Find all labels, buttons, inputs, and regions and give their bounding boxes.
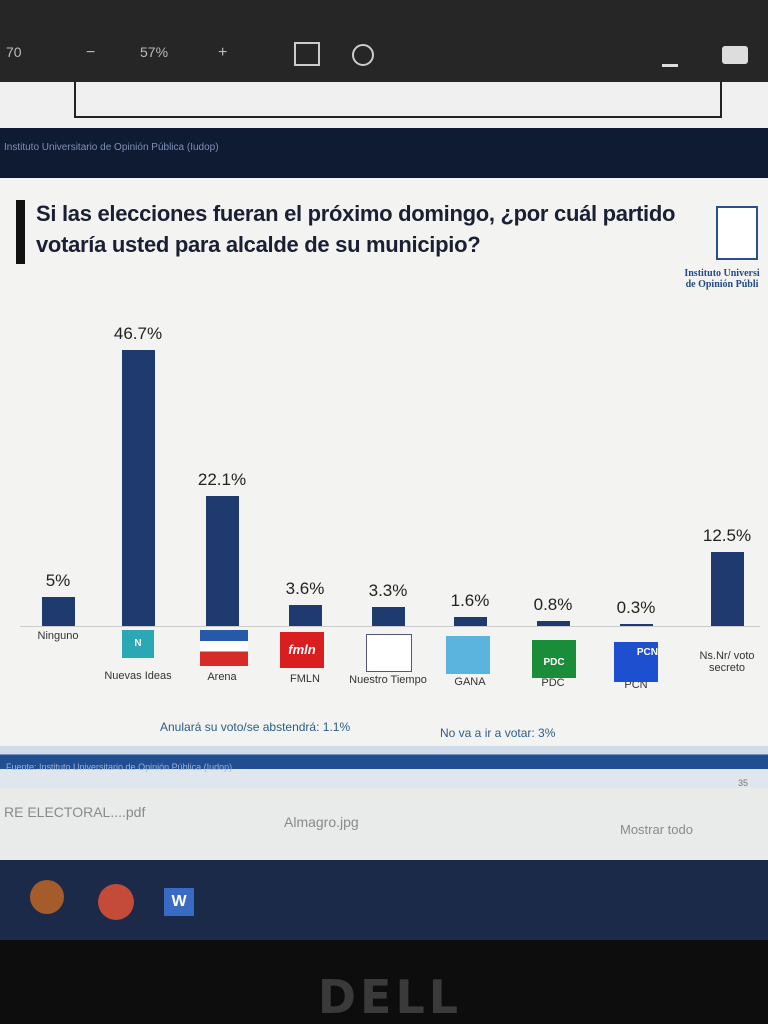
page-number: 70 [6,44,22,60]
x-tick-label: Arena [207,671,237,683]
prev-page [0,82,768,128]
download-item[interactable]: Almagro.jpg [284,814,359,830]
party-logo [366,634,412,672]
value-label: 12.5% [702,526,752,546]
value-label: 1.6% [450,590,490,610]
x-tick-label: Nuevas Ideas [104,669,172,682]
note: No va a ir a votar: 3% [440,726,556,740]
prev-box [74,82,722,118]
logo-line: Instituto Universi [684,268,760,279]
taskbar-icon[interactable] [98,884,134,920]
value-label: 0.8% [533,595,573,615]
bar [371,606,405,626]
pdf-toolbar: 70 − 57% + [0,0,768,82]
party-logo: N [122,630,154,658]
bar [453,616,487,626]
x-tick-label: GANA [454,675,486,688]
header-band: Instituto Universitario de Opinión Públi… [0,128,768,178]
footer-band: Fuente: Instituto Universitario de Opini… [0,746,768,788]
bar [619,624,653,626]
chart-title: Si las elecciones fueran el próximo domi… [36,201,676,257]
bar [121,350,155,626]
zoom-in[interactable]: + [218,44,228,61]
party-logo [200,630,248,666]
fit-button[interactable] [294,42,320,66]
bar [205,495,239,626]
logo-text: Instituto Universi de Opinión Públi [676,268,768,290]
footer-source: Fuente: Instituto Universitario de Opini… [6,762,233,772]
logo-line: de Opinión Públi [685,279,759,290]
download-item[interactable]: RE ELECTORAL....pdf [4,804,146,820]
x-tick-label: PDC [541,677,565,689]
value-label: 3.3% [368,580,408,600]
value-label: 5% [45,570,71,590]
value-label: 3.6% [285,578,325,598]
zoom-out[interactable]: − [86,44,96,61]
download-bar: RE ELECTORAL....pdf Almagro.jpg Mostrar … [0,788,768,860]
value-label: 22.1% [197,469,247,489]
bar [41,596,75,626]
taskbar-icon[interactable] [30,880,64,914]
x-tick-label: Nuestro Tiempo [349,674,427,686]
x-tick-label: FMLN [290,672,320,685]
party-logo: PDC [532,640,576,678]
download-button[interactable] [662,44,678,67]
chart: 5% Ninguno 46.7% Nuevas Ideas 22.1% Arena 3.6%… [20,324,760,691]
source-top: Instituto Universitario de Opinión Públi… [4,142,219,153]
bar [288,604,322,626]
party-logo [446,636,490,674]
x-tick-label: Ns.Nr/ voto secreto [699,650,755,674]
baseline [20,626,760,627]
print-button[interactable] [722,46,748,64]
bar [710,552,744,626]
value-label: 46.7% [113,324,163,344]
bar [536,621,570,626]
taskbar-icon[interactable]: W [164,888,194,916]
show-all[interactable]: Mostrar todo [620,822,693,837]
party-logo: fmln [280,632,324,668]
taskbar: W [0,860,768,940]
zoom-level: 57% [140,44,169,60]
rotate-button[interactable] [352,44,374,66]
value-label: 0.3% [616,598,656,618]
iudop-logo [716,206,758,260]
footer-page: 35 [738,778,749,788]
title-bar [16,200,25,264]
note: Anulará su voto/se abstendrá: 1.1% [160,720,351,734]
x-tick-label: Ninguno [37,630,79,642]
party-logo: PCN [614,642,658,682]
bezel-logo: DELL [317,970,463,1024]
